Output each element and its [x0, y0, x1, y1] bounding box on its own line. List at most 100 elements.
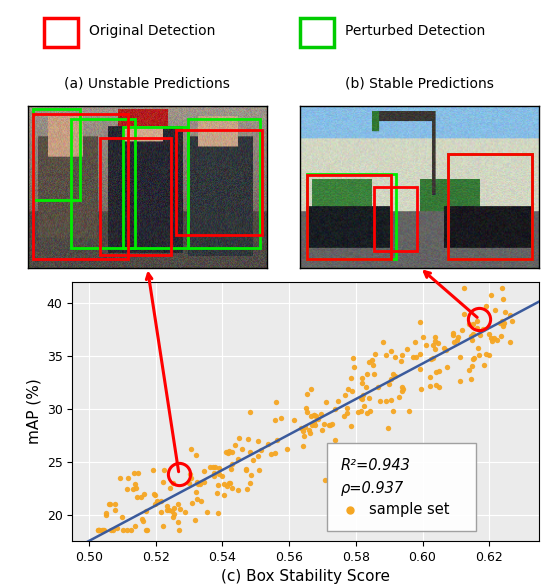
- Point: [128, 484, 137, 493]
- Bar: [300, 18, 334, 47]
- Point: [132, 493, 141, 502]
- Point: [264, 439, 272, 449]
- Point: [227, 465, 236, 474]
- Point: [346, 373, 355, 383]
- Point: [123, 473, 132, 483]
- Point: [130, 521, 139, 530]
- Point: [473, 343, 482, 353]
- Point: [110, 499, 119, 509]
- Point: [318, 426, 327, 435]
- Point: [127, 526, 136, 535]
- Point: [163, 502, 172, 511]
- Point: [170, 503, 178, 513]
- Point: [379, 337, 388, 346]
- Point: [321, 476, 330, 485]
- Point: [486, 333, 495, 343]
- Point: [440, 343, 449, 353]
- Point: [186, 445, 195, 454]
- Point: [405, 407, 414, 416]
- Point: [297, 423, 306, 432]
- Point: [499, 321, 508, 330]
- Point: [386, 395, 395, 405]
- Point: [431, 344, 440, 353]
- Point: [358, 379, 366, 388]
- Point: [492, 335, 501, 345]
- Point: [93, 526, 102, 535]
- Point: [234, 455, 242, 464]
- Point: [370, 369, 379, 379]
- Point: [118, 512, 127, 522]
- Point: [306, 385, 315, 394]
- Point: [346, 421, 355, 430]
- Point: [458, 325, 466, 335]
- Point: [357, 407, 366, 416]
- Point: [299, 426, 307, 436]
- Point: [466, 375, 475, 384]
- Point: [187, 498, 196, 507]
- Point: [507, 316, 516, 326]
- Point: [256, 446, 265, 455]
- Point: [214, 508, 223, 517]
- Point: [344, 385, 353, 394]
- Point: [306, 412, 315, 421]
- Point: [386, 346, 395, 355]
- Point: [340, 390, 349, 400]
- Point: [111, 505, 120, 514]
- Point: [283, 444, 292, 453]
- Point: [273, 435, 282, 445]
- Point: [435, 382, 444, 392]
- Point: [431, 336, 440, 346]
- Point: [267, 449, 276, 458]
- Point: [479, 324, 488, 333]
- Point: [431, 367, 440, 376]
- Point: [435, 366, 444, 376]
- Point: [181, 507, 190, 516]
- Point: [369, 360, 378, 370]
- Point: [353, 407, 362, 417]
- Bar: [44, 18, 78, 47]
- Point: [403, 345, 411, 354]
- Point: [271, 397, 280, 407]
- Point: [348, 386, 356, 396]
- Point: [106, 500, 115, 509]
- Bar: [374, 186, 418, 251]
- Point: [122, 526, 131, 535]
- Point: [427, 355, 436, 364]
- Point: [430, 333, 439, 342]
- Point: [361, 383, 370, 392]
- Point: [363, 369, 371, 379]
- Point: [425, 381, 434, 390]
- Point: [222, 447, 231, 456]
- Point: [368, 356, 376, 365]
- Text: (b) Stable Predictions: (b) Stable Predictions: [345, 77, 494, 91]
- Point: [98, 526, 107, 535]
- Point: [468, 320, 477, 329]
- Point: [159, 477, 168, 487]
- Point: [247, 471, 256, 480]
- Point: [105, 499, 113, 509]
- Point: [311, 420, 320, 430]
- Point: [159, 466, 168, 475]
- Point: [175, 526, 183, 535]
- Point: [466, 332, 475, 341]
- Point: [365, 406, 374, 416]
- Point: [242, 485, 251, 494]
- Point: [209, 469, 218, 478]
- Point: [419, 333, 428, 342]
- Point: [307, 420, 316, 429]
- Point: [485, 350, 494, 359]
- Point: [395, 392, 404, 402]
- Point: [429, 353, 438, 363]
- Point: [122, 485, 131, 494]
- Point: [473, 316, 482, 325]
- Point: [486, 290, 495, 299]
- Point: [196, 480, 205, 489]
- Point: [224, 449, 232, 458]
- Point: [101, 508, 110, 517]
- Point: [299, 432, 308, 441]
- Bar: [176, 130, 262, 235]
- Point: [209, 471, 218, 480]
- Point: [151, 499, 160, 509]
- Point: [217, 471, 226, 480]
- Point: [331, 436, 340, 445]
